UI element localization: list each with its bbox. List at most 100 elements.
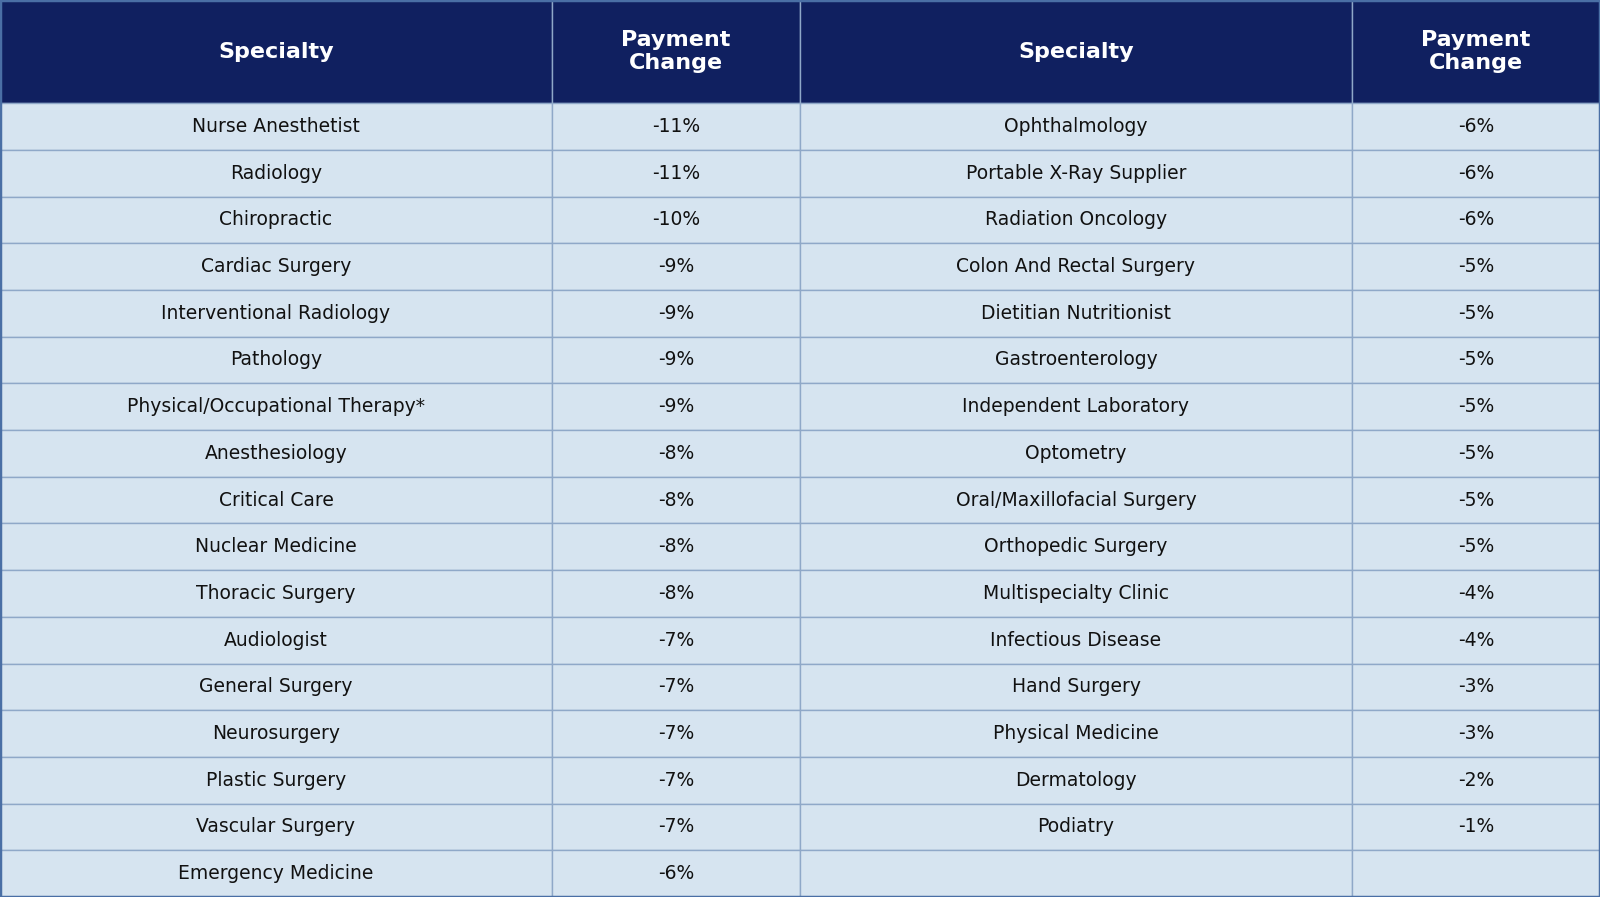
- Text: -4%: -4%: [1458, 631, 1494, 649]
- Text: -4%: -4%: [1458, 584, 1494, 603]
- Text: Podiatry: Podiatry: [1037, 817, 1115, 837]
- Text: -6%: -6%: [658, 864, 694, 884]
- Text: -6%: -6%: [1458, 211, 1494, 230]
- Bar: [1352, 196, 1600, 243]
- Bar: [0, 336, 552, 383]
- Bar: [0, 757, 552, 804]
- Text: Gastroenterology: Gastroenterology: [995, 351, 1157, 370]
- Text: Audiologist: Audiologist: [224, 631, 328, 649]
- Text: -7%: -7%: [658, 724, 694, 743]
- Text: Radiation Oncology: Radiation Oncology: [986, 211, 1166, 230]
- Bar: [800, 570, 1352, 617]
- Text: -2%: -2%: [1458, 771, 1494, 789]
- Text: -9%: -9%: [658, 257, 694, 276]
- Bar: [0, 196, 552, 243]
- Text: -8%: -8%: [658, 491, 694, 509]
- Text: Portable X-Ray Supplier: Portable X-Ray Supplier: [966, 163, 1186, 183]
- Text: Nurse Anesthetist: Nurse Anesthetist: [192, 117, 360, 136]
- Bar: [800, 476, 1352, 524]
- Bar: [1352, 524, 1600, 570]
- Bar: [800, 383, 1352, 430]
- Text: Payment
Change: Payment Change: [621, 30, 731, 74]
- Bar: [552, 476, 800, 524]
- Bar: [552, 430, 800, 476]
- Bar: [800, 103, 1352, 150]
- Text: Specialty: Specialty: [218, 41, 334, 62]
- Bar: [800, 196, 1352, 243]
- Text: -9%: -9%: [658, 304, 694, 323]
- Bar: [1352, 383, 1600, 430]
- Bar: [1352, 710, 1600, 757]
- Text: Physical Medicine: Physical Medicine: [994, 724, 1158, 743]
- Text: -3%: -3%: [1458, 724, 1494, 743]
- Bar: [0, 290, 552, 336]
- Text: -3%: -3%: [1458, 677, 1494, 696]
- Bar: [0, 383, 552, 430]
- Bar: [552, 290, 800, 336]
- Bar: [800, 150, 1352, 196]
- Bar: [800, 664, 1352, 710]
- Text: Dermatology: Dermatology: [1014, 771, 1138, 789]
- Text: Emergency Medicine: Emergency Medicine: [178, 864, 374, 884]
- Bar: [0, 850, 552, 897]
- Text: -8%: -8%: [658, 537, 694, 556]
- Bar: [1352, 664, 1600, 710]
- Text: -8%: -8%: [658, 444, 694, 463]
- Bar: [552, 664, 800, 710]
- Bar: [552, 570, 800, 617]
- Text: Multispecialty Clinic: Multispecialty Clinic: [982, 584, 1170, 603]
- Text: Radiology: Radiology: [230, 163, 322, 183]
- Text: Cardiac Surgery: Cardiac Surgery: [202, 257, 350, 276]
- Bar: [552, 804, 800, 850]
- Text: -7%: -7%: [658, 631, 694, 649]
- Text: Chiropractic: Chiropractic: [219, 211, 333, 230]
- Bar: [1352, 103, 1600, 150]
- Bar: [552, 850, 800, 897]
- Bar: [552, 196, 800, 243]
- Bar: [552, 243, 800, 290]
- Text: Plastic Surgery: Plastic Surgery: [206, 771, 346, 789]
- Bar: [1352, 617, 1600, 664]
- Text: -7%: -7%: [658, 817, 694, 837]
- Bar: [800, 336, 1352, 383]
- Bar: [552, 0, 800, 103]
- Bar: [0, 430, 552, 476]
- Text: -10%: -10%: [651, 211, 701, 230]
- Bar: [0, 103, 552, 150]
- Text: -8%: -8%: [658, 584, 694, 603]
- Bar: [552, 617, 800, 664]
- Bar: [0, 0, 552, 103]
- Bar: [1352, 804, 1600, 850]
- Bar: [1352, 336, 1600, 383]
- Text: Vascular Surgery: Vascular Surgery: [197, 817, 355, 837]
- Text: Anesthesiology: Anesthesiology: [205, 444, 347, 463]
- Bar: [0, 524, 552, 570]
- Text: Colon And Rectal Surgery: Colon And Rectal Surgery: [957, 257, 1195, 276]
- Text: -9%: -9%: [658, 351, 694, 370]
- Bar: [0, 150, 552, 196]
- Text: -5%: -5%: [1458, 444, 1494, 463]
- Bar: [800, 850, 1352, 897]
- Text: Critical Care: Critical Care: [219, 491, 333, 509]
- Bar: [800, 0, 1352, 103]
- Bar: [1352, 150, 1600, 196]
- Text: -11%: -11%: [651, 117, 701, 136]
- Text: -11%: -11%: [651, 163, 701, 183]
- Text: Nuclear Medicine: Nuclear Medicine: [195, 537, 357, 556]
- Text: Independent Laboratory: Independent Laboratory: [963, 397, 1189, 416]
- Text: Optometry: Optometry: [1026, 444, 1126, 463]
- Bar: [0, 617, 552, 664]
- Bar: [0, 243, 552, 290]
- Text: Pathology: Pathology: [230, 351, 322, 370]
- Bar: [1352, 570, 1600, 617]
- Text: -5%: -5%: [1458, 397, 1494, 416]
- Bar: [1352, 0, 1600, 103]
- Bar: [800, 430, 1352, 476]
- Text: Dietitian Nutritionist: Dietitian Nutritionist: [981, 304, 1171, 323]
- Bar: [552, 710, 800, 757]
- Bar: [800, 617, 1352, 664]
- Text: -7%: -7%: [658, 677, 694, 696]
- Text: -6%: -6%: [1458, 163, 1494, 183]
- Bar: [1352, 850, 1600, 897]
- Text: Thoracic Surgery: Thoracic Surgery: [197, 584, 355, 603]
